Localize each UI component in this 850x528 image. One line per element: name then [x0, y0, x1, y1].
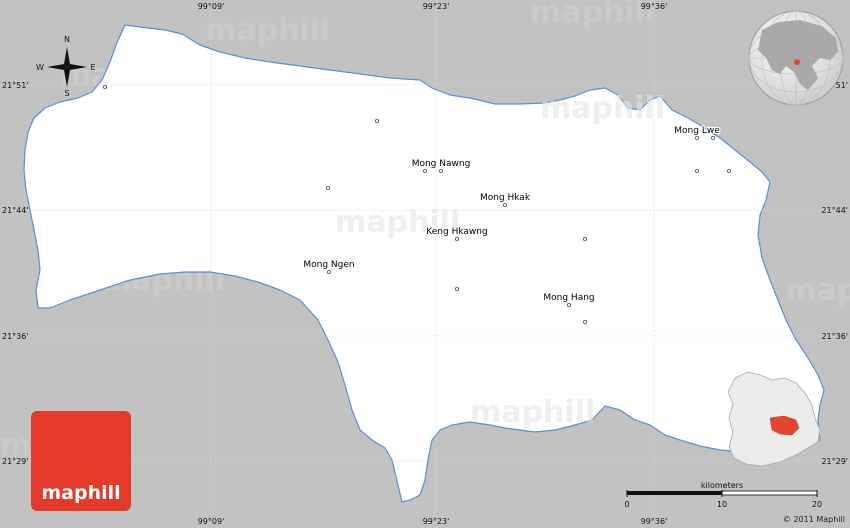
scale-bar: kilometers 0 10 20 [624, 481, 822, 509]
place-label-mong-ngen[interactable]: Mong Ngen [302, 259, 356, 271]
place-label-mong-nawng[interactable]: Mong Nawng [411, 158, 472, 170]
globe-continent [758, 20, 838, 90]
town-dot[interactable] [422, 168, 427, 173]
town-dot[interactable] [583, 236, 588, 241]
town-dot[interactable] [695, 135, 700, 140]
watermark-text: maphill [205, 13, 330, 48]
watermark-text: maphill [785, 273, 850, 308]
compass-arrow-west-icon [47, 64, 67, 70]
latitude-label-left: 21°51' [2, 81, 29, 90]
compass-arrow-east-icon [67, 64, 87, 70]
place-labels: Mong Lwe Mong Nawng Mong Hkak Keng Hkawn… [302, 125, 721, 304]
town-dot[interactable] [103, 85, 108, 90]
longitude-label-top: 99°23' [423, 2, 450, 11]
globe-inset[interactable] [748, 10, 844, 106]
longitude-labels: 99°09' 99°23' 99°36' 99°09' 99°23' 99°36… [198, 2, 668, 526]
town-dot[interactable] [454, 236, 459, 241]
latitude-label-left: 21°44' [2, 206, 29, 215]
longitude-label-top: 99°36' [641, 2, 668, 11]
compass-east-label: E [90, 63, 95, 72]
locator-inset[interactable] [727, 371, 821, 467]
town-dot[interactable] [374, 119, 379, 124]
place-label-mong-lwe[interactable]: Mong Lwe [673, 125, 721, 137]
compass-arrow-north-icon [64, 47, 70, 67]
watermark-text: maphill [530, 0, 655, 30]
locator-highlight [769, 415, 800, 436]
town-dot[interactable] [567, 302, 572, 307]
maphill-logo[interactable]: maphill [31, 411, 131, 511]
scale-unit-label: kilometers [701, 481, 743, 490]
town-dot[interactable] [711, 135, 716, 140]
graticule [10, 10, 840, 518]
scale-tick-label: 20 [812, 500, 822, 509]
globe-location-marker-icon [794, 59, 800, 65]
place-label-mong-hang[interactable]: Mong Hang [542, 292, 596, 304]
logo-text: maphill [41, 482, 120, 504]
compass-north-label: N [64, 35, 70, 44]
place-label-keng-hkawng[interactable]: Keng Hkawng [425, 226, 489, 238]
town-markers [103, 85, 732, 324]
scale-tick-label: 10 [717, 500, 727, 509]
latitude-label-left: 21°29' [2, 457, 29, 466]
compass-arrow-south-icon [64, 67, 70, 87]
longitude-label-bottom: 99°36' [641, 517, 668, 526]
copyright-credit: © 2011 Maphill [783, 515, 845, 524]
land-watermarks: maphill maphill maphill [335, 91, 665, 430]
town-dot[interactable] [454, 286, 459, 291]
latitude-label-right: 21°44' [821, 206, 848, 215]
latitude-label-right: 21°36' [821, 332, 848, 341]
scale-tick-label: 0 [624, 500, 629, 509]
longitude-label-bottom: 99°09' [198, 517, 225, 526]
compass-west-label: W [36, 63, 44, 72]
compass-rose: N S E W [36, 35, 95, 98]
town-dot[interactable] [583, 319, 588, 324]
watermark-text: maphill [335, 205, 460, 240]
town-dot[interactable] [325, 185, 330, 190]
town-dot[interactable] [438, 168, 443, 173]
watermark-text: maphill [470, 395, 595, 430]
town-dot[interactable] [326, 269, 331, 274]
district-area[interactable] [23, 24, 825, 503]
town-dot[interactable] [695, 168, 700, 173]
compass-south-label: S [64, 89, 69, 98]
watermark-text: maphill [540, 91, 665, 126]
latitude-label-left: 21°36' [2, 332, 29, 341]
longitude-label-bottom: 99°23' [423, 517, 450, 526]
place-label-mong-hkak[interactable]: Mong Hkak [479, 192, 532, 204]
latitude-label-right: 21°29' [821, 457, 848, 466]
longitude-label-top: 99°09' [198, 2, 225, 11]
town-dot[interactable] [502, 202, 507, 207]
town-dot[interactable] [727, 168, 732, 173]
